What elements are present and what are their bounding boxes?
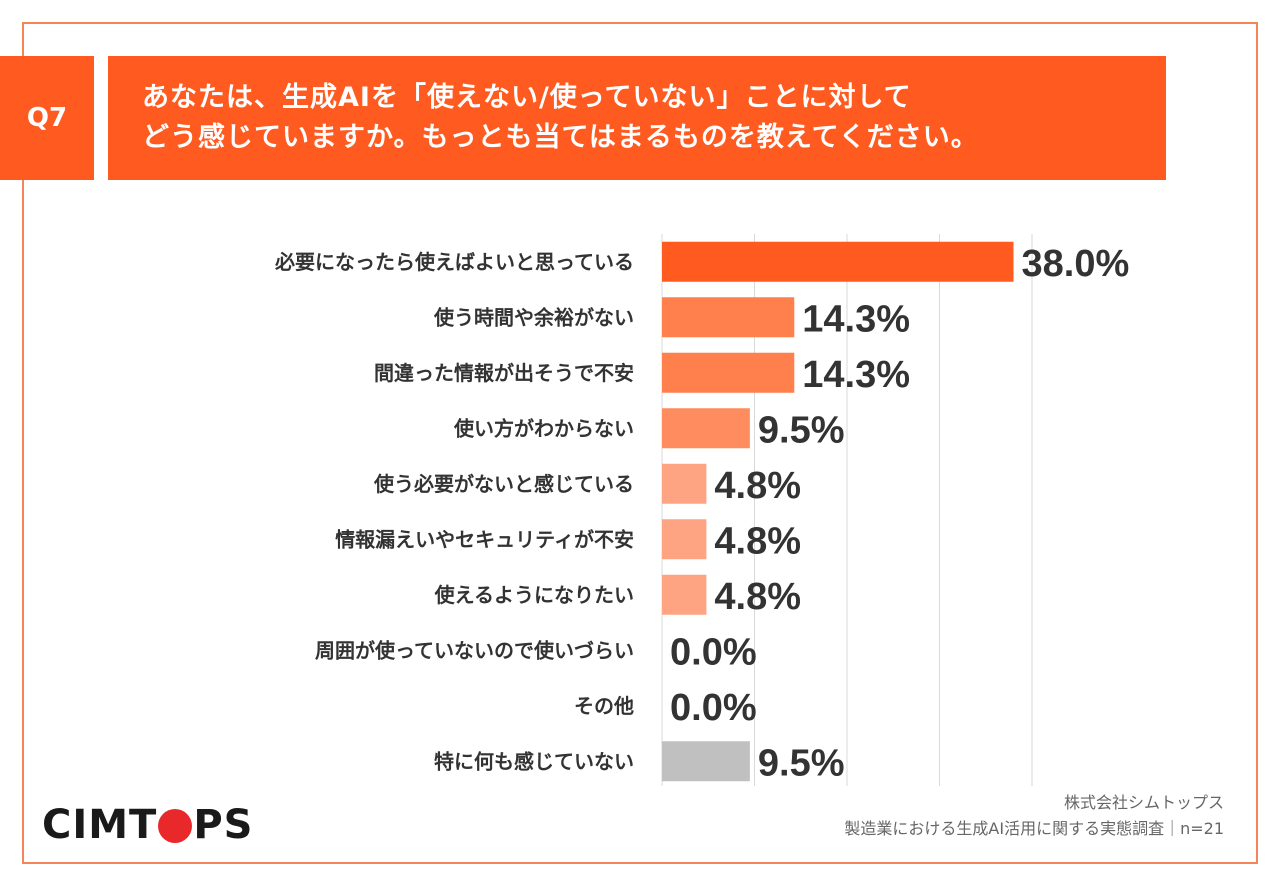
- bar: [662, 463, 707, 504]
- question-title: あなたは、生成AIを「使えない/使っていない」ことに対して どう感じていますか。…: [108, 56, 1166, 180]
- category-label: 使い方がわからない: [453, 416, 634, 440]
- category-label: 間違った情報が出そうで不安: [374, 361, 634, 385]
- value-label: 38.0%: [1022, 243, 1130, 285]
- bar: [662, 574, 707, 615]
- company-logo: CIMT PS: [42, 800, 253, 850]
- category-label: その他: [574, 694, 634, 718]
- bar: [662, 241, 1014, 282]
- question-title-line-2: どう感じていますか。もっとも当てはまるものを教えてください。: [142, 122, 979, 153]
- bar: [662, 297, 795, 338]
- source-company: 株式会社シムトップス: [1063, 793, 1224, 812]
- category-label: 特に何も感じていない: [434, 749, 634, 773]
- value-label: 4.8%: [714, 465, 801, 507]
- value-label: 14.3%: [802, 354, 910, 396]
- value-label: 4.8%: [714, 576, 801, 618]
- value-label: 9.5%: [758, 742, 845, 784]
- bar: [662, 408, 750, 449]
- category-label: 使う必要がないと感じている: [373, 472, 634, 496]
- bar: [662, 352, 795, 393]
- category-label: 使う時間や余裕がない: [433, 305, 634, 329]
- logo-text-left: CIMT: [42, 802, 158, 848]
- logo-text-right: PS: [193, 802, 254, 848]
- source-note: 株式会社シムトップス 製造業における生成AI活用に関する実態調査｜n=21: [844, 790, 1224, 842]
- category-label: 必要になったら使えばよいと思っている: [274, 250, 634, 274]
- source-survey: 製造業における生成AI活用に関する実態調査｜n=21: [844, 819, 1224, 838]
- bar: [662, 741, 750, 782]
- question-title-line-1: あなたは、生成AIを「使えない/使っていない」ことに対して: [142, 82, 912, 113]
- logo-red-circle: [158, 809, 193, 843]
- question-number-label: Q7: [0, 56, 94, 180]
- category-label: 情報漏えいやセキュリティが不安: [335, 527, 634, 551]
- value-label: 0.0%: [670, 631, 757, 673]
- bar: [662, 519, 707, 560]
- value-label: 14.3%: [802, 298, 910, 340]
- value-label: 9.5%: [758, 409, 845, 451]
- value-label: 0.0%: [670, 687, 757, 729]
- value-label: 4.8%: [714, 520, 801, 562]
- category-label: 周囲が使っていないので使いづらい: [315, 638, 634, 662]
- slide-frame: [22, 22, 1258, 864]
- category-label: 使えるようになりたい: [434, 583, 634, 607]
